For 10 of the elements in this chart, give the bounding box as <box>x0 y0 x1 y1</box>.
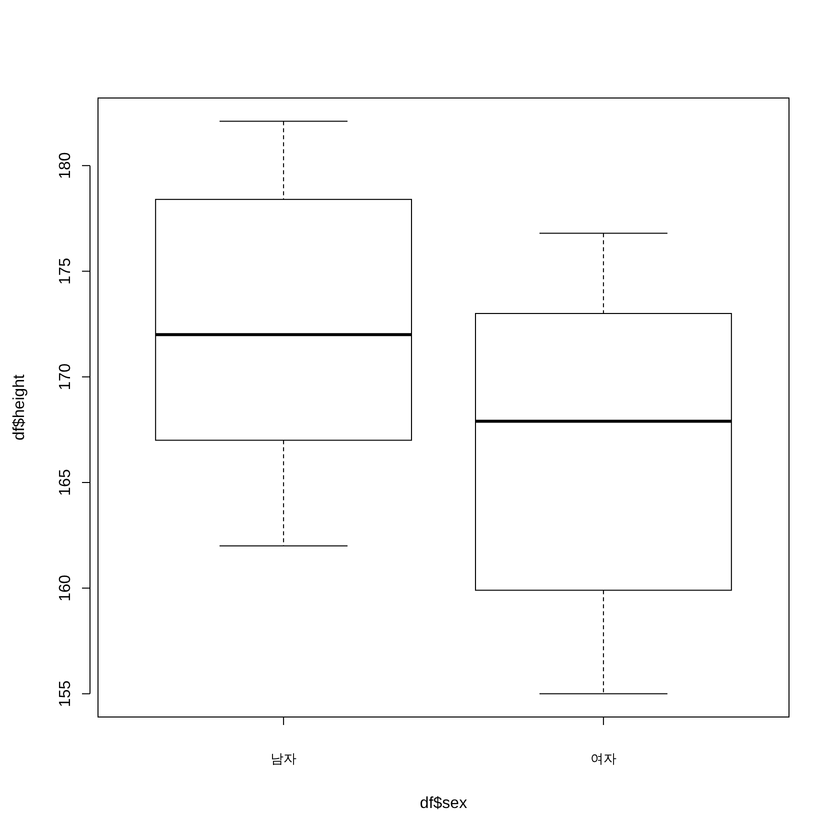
y-tick-label: 170 <box>57 363 74 390</box>
x-axis-title: df$sex <box>420 795 468 812</box>
y-axis-title: df$height <box>11 374 28 440</box>
x-tick-label: 여자 <box>590 751 616 766</box>
y-tick-label: 155 <box>57 680 74 708</box>
y-tick-label: 180 <box>57 152 74 179</box>
y-tick-label: 165 <box>57 469 74 496</box>
y-tick-label: 175 <box>57 258 74 285</box>
x-tick-label: 남자 <box>270 751 297 766</box>
y-tick-label: 160 <box>57 574 74 602</box>
